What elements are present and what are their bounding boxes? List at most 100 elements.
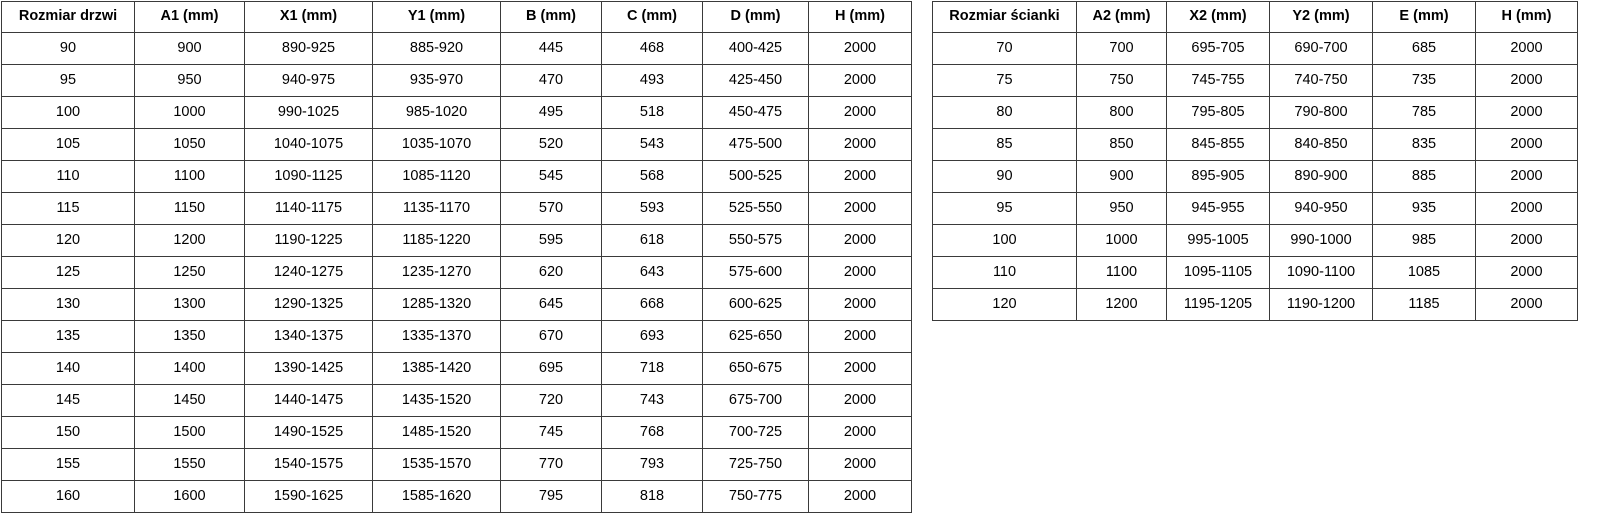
table-cell: 1100 (1076, 256, 1167, 289)
table-cell: 768 (601, 416, 703, 449)
table-row: 120 1200 1190-1225 1185-1220 595 618 550-575 20… (1, 224, 912, 257)
table-cell: 1290-1325 (244, 288, 373, 321)
table-row: 95 950 940-975 935-970 470 493 425-450 2000 (1, 64, 912, 97)
table-cell: 1540-1575 (244, 448, 373, 481)
table-cell: 670 (500, 320, 602, 353)
table-cell: 2000 (808, 64, 912, 97)
table-cell: 720 (500, 384, 602, 417)
table-cell: 668 (601, 288, 703, 321)
table-cell: 1585-1620 (372, 480, 501, 513)
table-cell: 1090-1100 (1269, 256, 1373, 289)
table-row: 70 700 695-705 690-700 685 2000 (932, 32, 1578, 65)
table-cell: 1385-1420 (372, 352, 501, 385)
table-cell: 1050 (134, 128, 245, 161)
table-cell: 745 (500, 416, 602, 449)
table-cell: 2000 (808, 128, 912, 161)
column-header: X2 (mm) (1166, 1, 1270, 33)
table-cell: 2000 (808, 288, 912, 321)
table-cell: 620 (500, 256, 602, 289)
table-cell: 2000 (1475, 128, 1578, 161)
table-cell: 895-905 (1166, 160, 1270, 193)
table-row: 140 1400 1390-1425 1385-1420 695 718 650-675 20… (1, 352, 912, 385)
table-cell: 120 (1, 224, 135, 257)
table-cell: 935 (1372, 192, 1476, 225)
table-cell: 135 (1, 320, 135, 353)
table-cell: 1085-1120 (372, 160, 501, 193)
column-header: B (mm) (500, 1, 602, 33)
table-row: 95 950 945-955 940-950 935 2000 (932, 192, 1578, 225)
table-row: 90 900 895-905 890-900 885 2000 (932, 160, 1578, 193)
table-cell: 2000 (1475, 32, 1578, 65)
table-row: 115 1150 1140-1175 1135-1170 570 593 525-550 20… (1, 192, 912, 225)
table-cell: 90 (932, 160, 1077, 193)
table-cell: 1435-1520 (372, 384, 501, 417)
table-cell: 945-955 (1166, 192, 1270, 225)
table-row: 110 1100 1095-1105 1090-1100 1085 2000 (932, 256, 1578, 289)
column-header: A2 (mm) (1076, 1, 1167, 33)
table-cell: 2000 (808, 256, 912, 289)
table-row: 130 1300 1290-1325 1285-1320 645 668 600-625 20… (1, 288, 912, 321)
table-cell: 1535-1570 (372, 448, 501, 481)
table-row: 100 1000 995-1005 990-1000 985 2000 (932, 224, 1578, 257)
column-header: H (mm) (808, 1, 912, 33)
table-cell: 850 (1076, 128, 1167, 161)
table-cell: 1190-1225 (244, 224, 373, 257)
table-cell: 130 (1, 288, 135, 321)
table-cell: 570 (500, 192, 602, 225)
table-row: 160 1600 1590-1625 1585-1620 795 818 750-775 20… (1, 480, 912, 513)
column-header: E (mm) (1372, 1, 1476, 33)
table-row: 90 900 890-925 885-920 445 468 400-425 2000 (1, 32, 912, 65)
table-cell: 795-805 (1166, 96, 1270, 129)
table-cell: 125 (1, 256, 135, 289)
door-size-table: Rozmiar drzwi A1 (mm) X1 (mm) Y1 (mm) B (mm)… (1, 1, 912, 513)
table-cell: 1335-1370 (372, 320, 501, 353)
table-cell: 2000 (1475, 192, 1578, 225)
table-cell: 1390-1425 (244, 352, 373, 385)
table-cell: 1285-1320 (372, 288, 501, 321)
column-header: Rozmiar drzwi (1, 1, 135, 33)
table-cell: 1300 (134, 288, 245, 321)
table-cell: 1350 (134, 320, 245, 353)
table-cell: 1235-1270 (372, 256, 501, 289)
table-cell: 2000 (1475, 224, 1578, 257)
table-cell: 650-675 (702, 352, 809, 385)
table-cell: 950 (1076, 192, 1167, 225)
table-cell: 745-755 (1166, 64, 1270, 97)
table-cell: 900 (134, 32, 245, 65)
table-cell: 700-725 (702, 416, 809, 449)
table-cell: 845-855 (1166, 128, 1270, 161)
table-cell: 1190-1200 (1269, 288, 1373, 321)
table-cell: 500-525 (702, 160, 809, 193)
table-cell: 575-600 (702, 256, 809, 289)
table-row: 150 1500 1490-1525 1485-1520 745 768 700-725 20… (1, 416, 912, 449)
table-cell: 1140-1175 (244, 192, 373, 225)
table-cell: 85 (932, 128, 1077, 161)
table-cell: 115 (1, 192, 135, 225)
table-cell: 790-800 (1269, 96, 1373, 129)
table-cell: 1035-1070 (372, 128, 501, 161)
table-cell: 645 (500, 288, 602, 321)
table-cell: 2000 (808, 160, 912, 193)
table-cell: 525-550 (702, 192, 809, 225)
table-cell: 785 (1372, 96, 1476, 129)
table-cell: 890-925 (244, 32, 373, 65)
table-cell: 735 (1372, 64, 1476, 97)
table-cell: 695 (500, 352, 602, 385)
table-cell: 940-975 (244, 64, 373, 97)
table-cell: 740-750 (1269, 64, 1373, 97)
table-cell: 2000 (808, 352, 912, 385)
table-cell: 2000 (808, 320, 912, 353)
table-cell: 1485-1520 (372, 416, 501, 449)
table-cell: 450-475 (702, 96, 809, 129)
table-cell: 718 (601, 352, 703, 385)
table-cell: 95 (932, 192, 1077, 225)
table-cell: 1250 (134, 256, 245, 289)
table-cell: 793 (601, 448, 703, 481)
table-cell: 685 (1372, 32, 1476, 65)
table-row: 120 1200 1195-1205 1190-1200 1185 2000 (932, 288, 1578, 321)
table-row: 125 1250 1240-1275 1235-1270 620 643 575-600 20… (1, 256, 912, 289)
table-cell: 568 (601, 160, 703, 193)
table-cell: 985-1020 (372, 96, 501, 129)
table-cell: 750 (1076, 64, 1167, 97)
